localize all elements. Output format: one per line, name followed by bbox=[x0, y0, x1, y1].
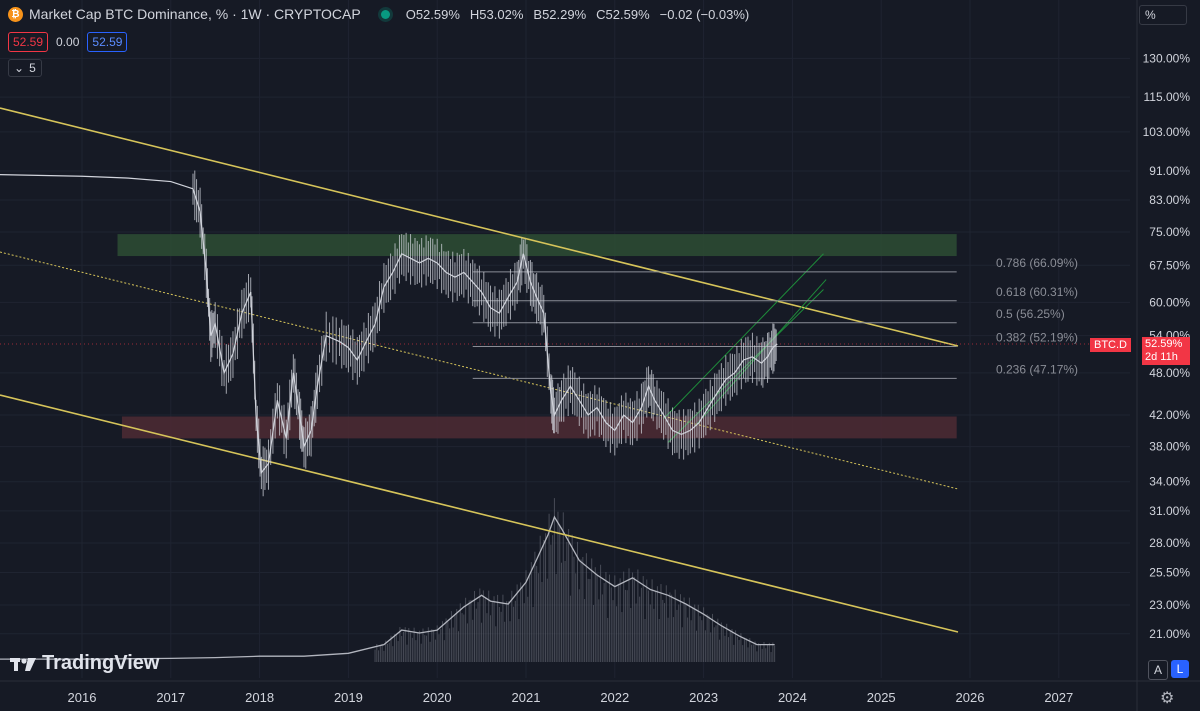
bar-countdown: 2d 11h bbox=[1145, 351, 1178, 363]
x-tick-label: 2022 bbox=[600, 690, 629, 705]
fib-label: 0.382 (52.19%) bbox=[996, 330, 1078, 344]
bitcoin-icon: ₿ bbox=[8, 6, 23, 22]
y-tick-label: 38.00% bbox=[1149, 440, 1190, 454]
fib-label: 0.5 (56.25%) bbox=[996, 307, 1065, 321]
y-tick-label: 48.00% bbox=[1149, 366, 1190, 380]
tradingview-logo[interactable]: TradingView bbox=[10, 652, 159, 675]
y-tick-label: 83.00% bbox=[1149, 193, 1190, 207]
symbol-tag: BTC.D bbox=[1090, 338, 1131, 352]
y-tick-label: 28.00% bbox=[1149, 536, 1190, 550]
log-scale-button[interactable]: L bbox=[1171, 660, 1189, 678]
x-tick-label: 2024 bbox=[778, 690, 807, 705]
ohlc-high: H53.02% bbox=[469, 6, 524, 22]
scale-mode-button[interactable]: % bbox=[1139, 5, 1187, 25]
x-tick-label: 2026 bbox=[956, 690, 985, 705]
x-tick-label: 2027 bbox=[1044, 690, 1073, 705]
ohlc-change: −0.02 (−0.03%) bbox=[659, 6, 750, 22]
symbol-title[interactable]: Market Cap BTC Dominance, % · 1W · CRYPT… bbox=[29, 6, 361, 22]
fib-label: 0.236 (47.17%) bbox=[996, 362, 1078, 376]
ohlc-close: C52.59% bbox=[596, 6, 650, 22]
fib-label: 0.618 (60.31%) bbox=[996, 285, 1078, 299]
bid-ask-row: 52.59 0.00 52.59 bbox=[8, 32, 128, 52]
x-tick-label: 2021 bbox=[512, 690, 541, 705]
x-tick-label: 2020 bbox=[423, 690, 452, 705]
x-tick-label: 2019 bbox=[334, 690, 363, 705]
y-tick-label: 130.00% bbox=[1143, 51, 1191, 65]
y-tick-label: 21.00% bbox=[1149, 627, 1190, 641]
y-tick-label: 60.00% bbox=[1149, 295, 1190, 309]
x-tick-label: 2023 bbox=[689, 690, 718, 705]
y-tick-label: 103.00% bbox=[1143, 125, 1191, 139]
fib-label: 0.786 (66.09%) bbox=[996, 256, 1078, 270]
support-zone bbox=[121, 416, 957, 439]
mid-trendline bbox=[0, 251, 959, 490]
tradingview-wordmark: TradingView bbox=[42, 652, 160, 674]
auto-scale-button[interactable]: A bbox=[1148, 660, 1168, 680]
x-tick-label: 2017 bbox=[156, 690, 185, 705]
ohlc-open: O52.59% bbox=[405, 6, 460, 22]
chart-header: ₿ Market Cap BTC Dominance, % · 1W · CRY… bbox=[8, 6, 749, 22]
ohlc-values: O52.59% H53.02% B52.29% C52.59% −0.02 (−… bbox=[406, 7, 750, 22]
ask-price[interactable]: 52.59 bbox=[87, 32, 128, 52]
resistance-zone bbox=[117, 234, 957, 257]
gear-icon[interactable]: ⚙ bbox=[1160, 690, 1175, 707]
bid-price[interactable]: 52.59 bbox=[8, 32, 49, 52]
y-tick-label: 23.00% bbox=[1149, 598, 1190, 612]
channel-upper bbox=[663, 253, 824, 420]
ohlc-low: B52.29% bbox=[533, 6, 587, 22]
y-tick-label: 42.00% bbox=[1149, 408, 1190, 422]
y-tick-label: 115.00% bbox=[1144, 90, 1191, 104]
lower-trendline bbox=[0, 394, 959, 633]
indicators-toggle[interactable]: ⌄ 5 bbox=[8, 59, 42, 77]
indicators-count: 5 bbox=[29, 61, 36, 75]
last-price-value: 52.59% bbox=[1145, 338, 1183, 350]
volume-line bbox=[0, 515, 775, 660]
last-price-tag: 52.59% 2d 11h bbox=[1142, 337, 1190, 365]
spread-value: 0.00 bbox=[56, 35, 80, 49]
y-tick-label: 91.00% bbox=[1149, 164, 1190, 178]
y-tick-label: 75.00% bbox=[1149, 225, 1190, 239]
x-tick-label: 2025 bbox=[867, 690, 896, 705]
y-tick-label: 25.50% bbox=[1149, 565, 1190, 579]
y-tick-label: 67.50% bbox=[1149, 258, 1190, 272]
chevron-down-icon: ⌄ bbox=[14, 61, 25, 75]
y-tick-label: 31.00% bbox=[1149, 504, 1190, 518]
upper-trendline bbox=[0, 107, 959, 347]
y-tick-label: 34.00% bbox=[1149, 475, 1190, 489]
x-tick-label: 2016 bbox=[68, 690, 97, 705]
market-status-icon[interactable] bbox=[380, 9, 390, 19]
tradingview-icon bbox=[10, 657, 36, 671]
x-tick-label: 2018 bbox=[245, 690, 274, 705]
